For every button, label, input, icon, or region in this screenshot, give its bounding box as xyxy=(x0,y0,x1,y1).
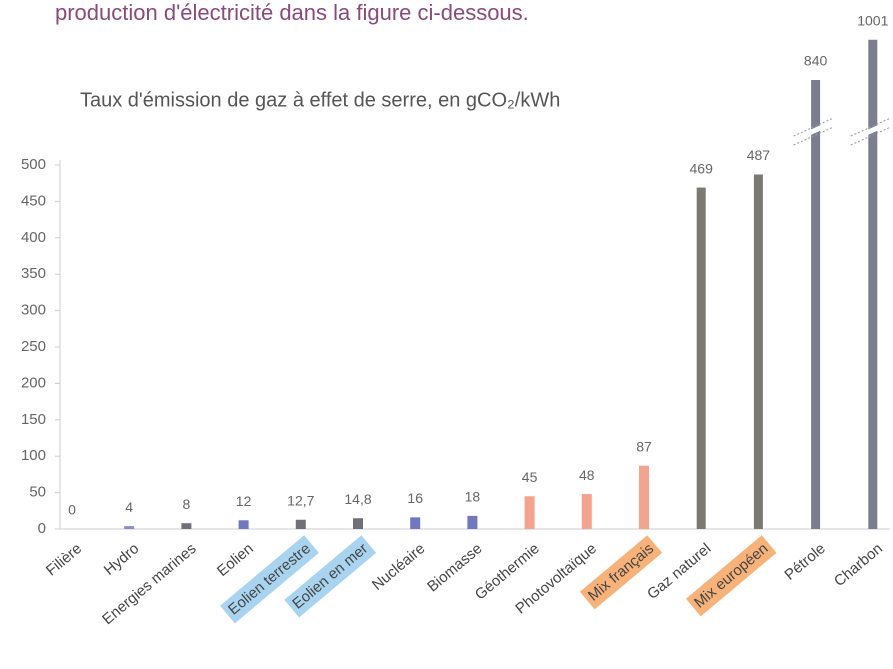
x-label-group: Pétrole xyxy=(781,540,828,584)
value-label: 87 xyxy=(636,438,652,454)
bar xyxy=(238,520,249,529)
x-tick-label: Pétrole xyxy=(781,540,828,584)
x-tick-label: Eolien xyxy=(214,540,257,580)
label-highlight xyxy=(284,535,377,618)
value-label: 4 xyxy=(125,499,133,515)
x-tick-label: Hydro xyxy=(101,540,143,579)
bar xyxy=(753,174,763,530)
value-label: 8 xyxy=(183,496,191,512)
axis-break xyxy=(792,119,835,143)
value-label: 16 xyxy=(407,490,423,506)
bar xyxy=(353,518,363,529)
intro-text: production d'électricité dans la figure … xyxy=(55,0,529,25)
value-label: 12 xyxy=(236,493,252,509)
y-tick-label: 150 xyxy=(21,411,46,428)
x-label-group: Nucléaire xyxy=(369,540,428,594)
axis-break xyxy=(850,117,892,137)
x-label-group: Filière xyxy=(43,540,85,579)
y-tick-label: 250 xyxy=(21,338,46,355)
value-label: 469 xyxy=(690,160,714,176)
bar xyxy=(181,523,192,529)
value-label: 18 xyxy=(465,489,481,505)
y-tick-label: 400 xyxy=(21,229,46,246)
x-tick-label: Charbon xyxy=(831,540,886,590)
axis-break xyxy=(849,119,892,143)
bar xyxy=(124,526,135,529)
chart-title: Taux d'émission de gaz à effet de serre,… xyxy=(80,89,560,111)
value-label: 487 xyxy=(747,147,771,163)
bar xyxy=(524,496,535,529)
y-tick-label: 200 xyxy=(21,374,46,391)
y-tick-label: 450 xyxy=(21,192,46,209)
value-label: 14,8 xyxy=(344,491,371,507)
label-highlight xyxy=(579,535,663,610)
y-tick-label: 0 xyxy=(38,520,46,537)
y-tick-label: 350 xyxy=(21,265,46,282)
value-label: 48 xyxy=(579,467,595,483)
axis-break xyxy=(850,126,892,146)
bar xyxy=(581,494,592,529)
x-label-group: Charbon xyxy=(831,540,886,590)
x-label-group: Hydro xyxy=(101,540,143,579)
x-label-group: Eolien xyxy=(214,540,257,580)
x-tick-label: Filière xyxy=(43,540,85,579)
value-label: 12,7 xyxy=(287,492,314,508)
x-tick-label: Nucléaire xyxy=(369,540,428,594)
value-label: 45 xyxy=(522,469,538,485)
value-label: 0 xyxy=(68,502,76,518)
value-label: 1001 xyxy=(857,12,888,28)
y-tick-label: 100 xyxy=(21,447,46,464)
bar xyxy=(811,80,821,529)
label-highlight xyxy=(685,535,777,617)
bar xyxy=(696,187,706,529)
value-label: 840 xyxy=(804,53,828,69)
bar xyxy=(410,517,421,529)
axis-break xyxy=(793,117,834,137)
y-tick-label: 500 xyxy=(21,156,46,173)
label-highlight xyxy=(220,535,319,624)
bar xyxy=(639,465,649,529)
bar xyxy=(868,39,878,529)
axis-break xyxy=(793,126,834,146)
y-tick-label: 50 xyxy=(29,484,46,501)
bar xyxy=(295,519,306,529)
bar xyxy=(467,515,478,529)
y-tick-label: 300 xyxy=(21,302,46,319)
